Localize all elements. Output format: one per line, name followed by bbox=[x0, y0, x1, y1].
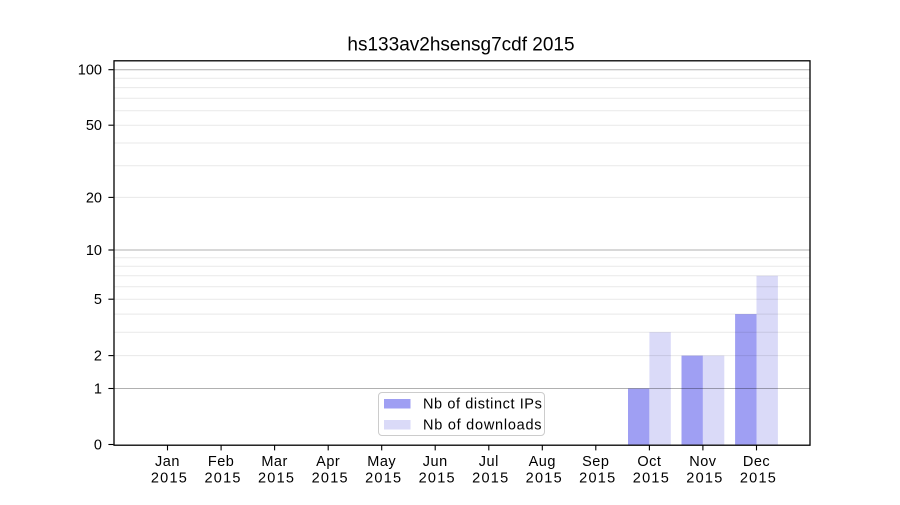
svg-text:2015: 2015 bbox=[633, 471, 670, 487]
svg-text:Aug: Aug bbox=[529, 454, 556, 470]
svg-text:2015: 2015 bbox=[526, 471, 563, 487]
svg-text:0: 0 bbox=[94, 438, 102, 454]
svg-text:2015: 2015 bbox=[740, 471, 777, 487]
svg-text:2015: 2015 bbox=[258, 471, 295, 487]
svg-text:Feb: Feb bbox=[208, 454, 235, 470]
svg-text:5: 5 bbox=[94, 292, 102, 308]
svg-text:May: May bbox=[367, 454, 396, 470]
svg-text:50: 50 bbox=[86, 118, 102, 134]
svg-text:Oct: Oct bbox=[637, 454, 661, 470]
svg-text:Nov: Nov bbox=[689, 454, 717, 470]
svg-text:Nb of downloads: Nb of downloads bbox=[423, 418, 542, 434]
svg-text:Jul: Jul bbox=[479, 454, 499, 470]
svg-text:100: 100 bbox=[78, 63, 102, 79]
svg-text:2015: 2015 bbox=[472, 471, 509, 487]
svg-text:Jun: Jun bbox=[423, 454, 448, 470]
svg-text:2015: 2015 bbox=[686, 471, 723, 487]
svg-text:hs133av2hsensg7cdf 2015: hs133av2hsensg7cdf 2015 bbox=[347, 35, 574, 56]
svg-text:20: 20 bbox=[86, 190, 102, 206]
svg-text:2015: 2015 bbox=[151, 471, 188, 487]
svg-text:1: 1 bbox=[94, 382, 102, 398]
svg-text:2015: 2015 bbox=[365, 471, 402, 487]
svg-text:Sep: Sep bbox=[582, 454, 609, 470]
svg-text:2015: 2015 bbox=[312, 471, 349, 487]
svg-text:2: 2 bbox=[94, 349, 102, 365]
svg-text:Nb of distinct IPs: Nb of distinct IPs bbox=[423, 397, 542, 413]
svg-text:Dec: Dec bbox=[743, 454, 770, 470]
svg-text:Jan: Jan bbox=[155, 454, 180, 470]
svg-text:Mar: Mar bbox=[261, 454, 287, 470]
svg-text:2015: 2015 bbox=[419, 471, 456, 487]
svg-text:2015: 2015 bbox=[579, 471, 616, 487]
svg-text:2015: 2015 bbox=[204, 471, 241, 487]
svg-text:Apr: Apr bbox=[316, 454, 340, 470]
svg-text:10: 10 bbox=[86, 243, 102, 259]
